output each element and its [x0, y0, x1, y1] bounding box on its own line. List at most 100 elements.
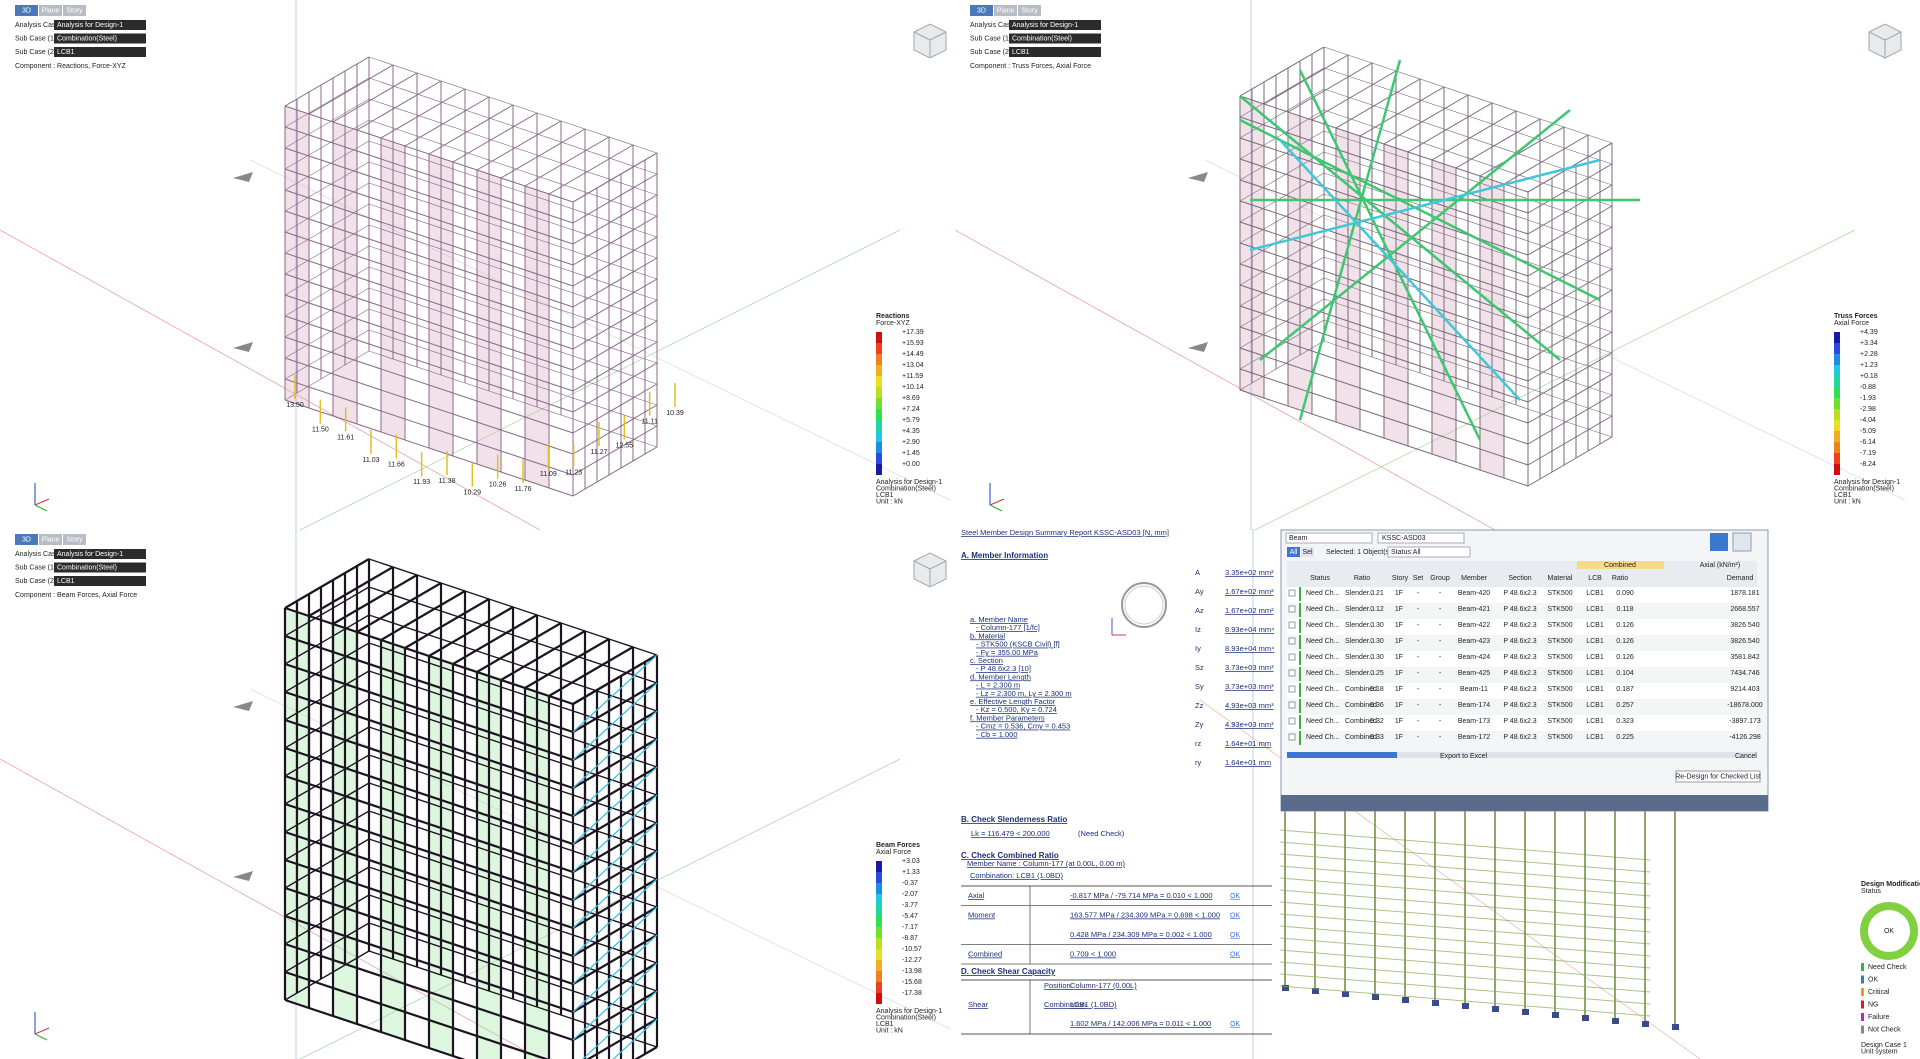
toggle-button[interactable]: [1301, 547, 1314, 557]
field-value[interactable]: Analysis for Design-1: [1012, 22, 1078, 29]
row-checkbox[interactable]: [1288, 605, 1296, 613]
field-dropdown[interactable]: [54, 33, 146, 44]
table-cell: 3581.842: [1730, 654, 1759, 661]
check-result[interactable]: OK: [1230, 1021, 1240, 1028]
table-cell: P 48.6x2.3: [1503, 622, 1536, 629]
row-checkbox[interactable]: [1288, 669, 1296, 677]
check-result[interactable]: OK: [1230, 951, 1240, 958]
row-checkbox[interactable]: [1288, 733, 1296, 741]
view-tab-label[interactable]: Plane: [42, 7, 60, 14]
brace-panel: [1384, 354, 1408, 383]
table-row[interactable]: [1287, 603, 1757, 619]
check-result[interactable]: OK: [1230, 912, 1240, 919]
row-checkbox[interactable]: [1288, 621, 1296, 629]
field-dropdown[interactable]: [1009, 47, 1101, 57]
legend-value: -4.04: [1860, 417, 1876, 424]
field-dropdown[interactable]: [54, 20, 146, 30]
check-result[interactable]: OK: [1230, 932, 1240, 939]
row-checkbox[interactable]: [1288, 685, 1296, 693]
field-dropdown[interactable]: [54, 576, 146, 586]
legend-swatch: [876, 431, 882, 442]
field-dropdown[interactable]: [54, 549, 146, 559]
field-value[interactable]: Analysis for Design-1: [57, 22, 123, 29]
row-checkbox[interactable]: [1288, 589, 1296, 597]
legend-value: +1.45: [902, 450, 920, 457]
row-checkbox[interactable]: [1288, 653, 1296, 661]
status-filter-value[interactable]: Status:All: [1391, 549, 1421, 556]
ground-axis-x: [0, 229, 541, 531]
toggle-label[interactable]: All: [1290, 549, 1298, 556]
field-value[interactable]: Combination(Steel): [57, 35, 117, 42]
view-tab-label[interactable]: Plane: [997, 7, 1015, 14]
legend-footer: Analysis for Design-1: [876, 1008, 942, 1015]
dropdown[interactable]: [1285, 532, 1373, 544]
view-tab-label[interactable]: Story: [66, 7, 83, 14]
field-value[interactable]: Combination(Steel): [1012, 35, 1072, 42]
view-tab[interactable]: [15, 5, 38, 16]
view-tab-label[interactable]: Story: [1021, 7, 1038, 14]
table-row[interactable]: [1287, 731, 1757, 747]
row-checkbox[interactable]: [1288, 717, 1296, 725]
filter-value[interactable]: Beam: [1289, 535, 1307, 542]
member: [1527, 226, 1613, 277]
view-tab-label[interactable]: 3D: [977, 7, 986, 14]
field-dropdown[interactable]: [1009, 20, 1101, 30]
table-row[interactable]: [1287, 667, 1757, 683]
table-row[interactable]: [1287, 715, 1757, 731]
export-button[interactable]: Export to Excel: [1440, 753, 1488, 760]
brace-panel: [1432, 391, 1456, 420]
field-value[interactable]: LCB1: [57, 49, 75, 56]
table-row[interactable]: [1287, 699, 1757, 715]
row-checkbox[interactable]: [1288, 637, 1296, 645]
view-tab-label[interactable]: Plane: [42, 536, 60, 543]
table-row[interactable]: [1287, 587, 1757, 603]
legend-footer: Combination(Steel): [1834, 485, 1894, 492]
brace-panel: [525, 396, 549, 425]
view-tab-label[interactable]: Story: [66, 536, 83, 543]
field-value[interactable]: Analysis for Design-1: [57, 551, 123, 558]
table-cell: -: [1417, 718, 1420, 725]
view-tab[interactable]: [1018, 5, 1041, 16]
row-checkbox[interactable]: [1288, 701, 1296, 709]
view-tab[interactable]: [63, 5, 86, 16]
view-tab[interactable]: [63, 534, 86, 545]
toggle-label[interactable]: Sel: [1302, 549, 1313, 556]
table-cell: Beam-424: [1458, 654, 1490, 661]
view-tab[interactable]: [15, 534, 38, 545]
member: [1279, 925, 1651, 957]
field-dropdown[interactable]: [54, 47, 146, 57]
view-tab[interactable]: [39, 534, 62, 545]
view-tab-label[interactable]: 3D: [22, 7, 31, 14]
member: [284, 746, 574, 846]
member-info: - Kz = 0.500, Ky = 0.724: [976, 705, 1057, 714]
button[interactable]: [1675, 770, 1761, 783]
table-row[interactable]: [1287, 635, 1757, 651]
code-value[interactable]: KSSC-ASD03: [1382, 535, 1426, 542]
check-result[interactable]: OK: [1230, 893, 1240, 900]
field-label: Sub Case (1): [15, 35, 56, 42]
table-row[interactable]: [1287, 683, 1757, 699]
view-tab[interactable]: [970, 5, 993, 16]
table-cell: Beam-11: [1460, 686, 1488, 693]
view-toggle[interactable]: [1732, 532, 1752, 552]
status-indicator: [1299, 667, 1301, 681]
field-value[interactable]: LCB1: [57, 578, 75, 585]
toggle-button[interactable]: [1287, 547, 1300, 557]
status-filter[interactable]: [1387, 546, 1471, 558]
brace-panel: [1336, 380, 1360, 409]
view-tab-label[interactable]: 3D: [22, 536, 31, 543]
field-dropdown[interactable]: [1009, 33, 1101, 44]
field-value[interactable]: Combination(Steel): [57, 564, 117, 571]
dropdown[interactable]: [1377, 532, 1465, 544]
field-dropdown[interactable]: [54, 562, 146, 573]
view-toggle[interactable]: [1710, 533, 1728, 551]
table-row[interactable]: [1287, 619, 1757, 635]
shear-value: Column-177 (0.00L): [1070, 981, 1137, 990]
field-value[interactable]: LCB1: [1012, 49, 1030, 56]
view-tab[interactable]: [39, 5, 62, 16]
view-tab[interactable]: [994, 5, 1017, 16]
table-row[interactable]: [1287, 651, 1757, 667]
view-cube-edge: [929, 560, 947, 570]
cancel-button[interactable]: Cancel: [1735, 753, 1757, 760]
redesign-button[interactable]: Re-Design for Checked List: [1675, 773, 1761, 780]
